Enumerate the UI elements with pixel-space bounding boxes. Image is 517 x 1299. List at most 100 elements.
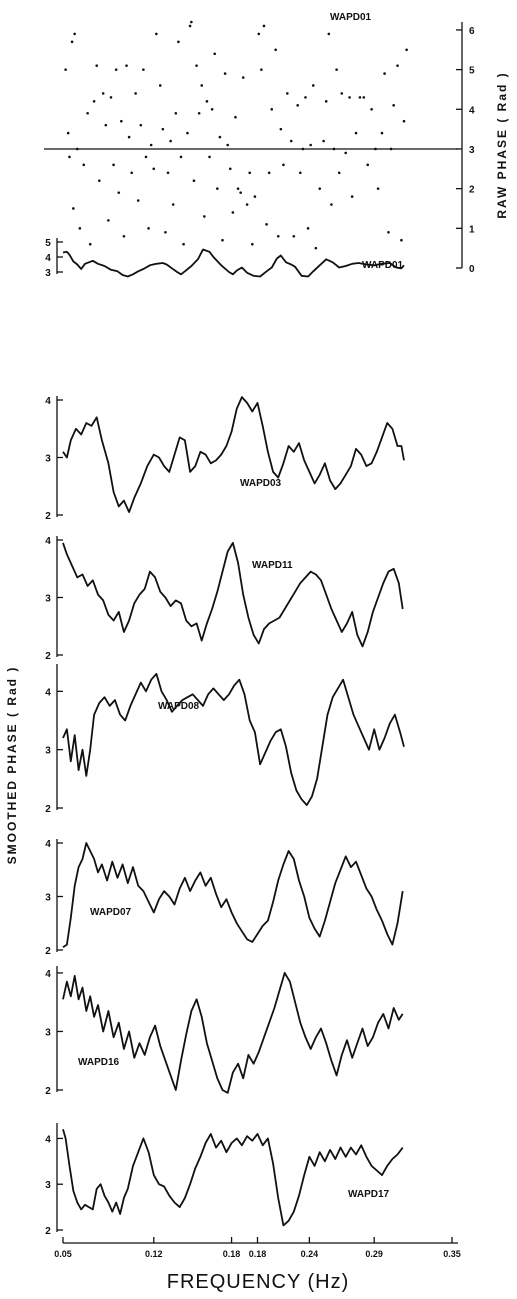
raw-phase-point (348, 96, 351, 99)
raw-phase-point (177, 40, 180, 44)
y-tick-label: 4 (45, 1134, 51, 1145)
y-tick-label: 3 (45, 594, 51, 605)
raw-phase-point (366, 163, 370, 167)
raw-phase-point (101, 92, 105, 95)
raw-phase-point (64, 68, 67, 71)
raw-phase-point (383, 72, 386, 75)
raw-phase-point (73, 32, 76, 36)
series-label: WAPD16 (78, 1057, 120, 1068)
y-tick-label: 3 (45, 746, 51, 757)
x-tick-label: 0.24 (301, 1249, 319, 1259)
raw-phase-point (75, 147, 79, 151)
raw-phase-point (226, 143, 229, 147)
raw-phase-point (122, 234, 126, 238)
raw-phase-point (182, 242, 185, 246)
raw-phase-point (298, 171, 302, 175)
raw-phase-point (241, 76, 245, 79)
y-tick-label: 2 (45, 1086, 51, 1097)
raw-phase-point (68, 155, 71, 159)
raw-phase-point (340, 92, 344, 95)
series-label: WAPD17 (348, 1189, 390, 1200)
raw-phase-point (70, 40, 74, 44)
phase-trace-wapd11 (62, 542, 404, 648)
raw-phase-point (112, 163, 115, 167)
series-label: WAPD01 (362, 260, 404, 271)
raw-phase-point (186, 131, 189, 135)
y-tick-label: 2 (45, 651, 51, 662)
series-panel-wapd03: 2 3 4 WAPD03 (45, 396, 405, 522)
raw-phase-point (155, 32, 158, 36)
y-tick-label: 2 (45, 1226, 51, 1237)
raw-phase-point (374, 147, 377, 151)
y-tick-label: 3 (45, 893, 51, 904)
y-tick-label: 3 (45, 1027, 51, 1038)
raw-phase-point (376, 187, 380, 190)
raw-phase-point (142, 68, 145, 71)
raw-phase-tick-label: 6 (469, 26, 475, 37)
raw-phase-tick-label: 0 (469, 264, 475, 275)
raw-phase-point (332, 147, 336, 151)
y-tick-label: 4 (45, 687, 51, 698)
raw-phase-tick-label: 1 (469, 224, 475, 235)
raw-phase-point (322, 139, 325, 143)
raw-phase-point (289, 139, 293, 143)
raw-phase-point (270, 107, 274, 111)
raw-phase-point (125, 64, 128, 67)
raw-phase-point (136, 199, 140, 202)
raw-phase-point (274, 48, 277, 52)
raw-phase-point (134, 92, 137, 95)
series-label: WAPD11 (252, 560, 293, 571)
raw-phase-point (72, 207, 75, 210)
y-tick-label: 2 (45, 804, 51, 815)
raw-phase-point (402, 119, 406, 123)
raw-phase-point (358, 96, 362, 99)
raw-phase-point (114, 68, 118, 71)
series-label: WAPD03 (240, 478, 282, 489)
raw-phase-point (279, 127, 283, 131)
y-axis-label-right: RAW PHASE ( Rad ) (495, 71, 509, 218)
raw-phase-point (400, 238, 403, 242)
phase-trace-wapd01 (62, 248, 405, 278)
raw-phase-tick-label: 4 (469, 105, 475, 116)
phase-trace-wapd17 (62, 1129, 404, 1227)
raw-phase-tick-label: 3 (469, 145, 475, 156)
x-axis-label: FREQUENCY (Hz) (167, 1271, 350, 1293)
y-tick-label: 3 (45, 268, 51, 279)
raw-phase-point (362, 96, 366, 99)
raw-phase-point (350, 195, 354, 198)
raw-phase-point (200, 84, 204, 87)
raw-phase-point (380, 131, 384, 135)
raw-phase-point (190, 20, 193, 24)
frequency-axis: 0.05 0.12 0.18 0.18 0.24 0.29 0.35 (54, 1237, 461, 1259)
raw-phase-point (109, 96, 113, 99)
raw-phase-point (164, 230, 167, 234)
raw-phase-point (311, 84, 315, 87)
raw-phase-point (92, 100, 96, 103)
raw-phase-point (314, 246, 318, 250)
raw-phase-point (223, 72, 227, 75)
raw-phase-point (188, 24, 192, 28)
raw-phase-point (95, 64, 99, 67)
raw-phase-point (248, 171, 252, 175)
raw-phase-point (144, 155, 148, 159)
raw-phase-point (203, 215, 206, 218)
raw-phase-point (370, 107, 373, 111)
raw-phase-point (107, 219, 110, 222)
raw-phase-point (265, 223, 268, 226)
y-tick-label: 5 (45, 238, 51, 249)
raw-phase-point (324, 100, 328, 103)
raw-phase-point (392, 104, 395, 107)
raw-phase-point (267, 171, 271, 175)
y-tick-label: 4 (45, 969, 51, 980)
raw-phase-point (192, 179, 196, 183)
y-tick-label: 3 (45, 1180, 51, 1191)
raw-phase-point (205, 100, 209, 103)
raw-phase-point (98, 179, 101, 183)
raw-phase-point (166, 171, 170, 175)
raw-phase-point (306, 227, 310, 230)
raw-phase-series-label: WAPD01 (330, 12, 372, 23)
y-tick-label: 2 (45, 946, 51, 957)
series-label: WAPD08 (158, 701, 200, 712)
raw-phase-point (309, 143, 312, 147)
raw-phase-point (104, 123, 108, 127)
